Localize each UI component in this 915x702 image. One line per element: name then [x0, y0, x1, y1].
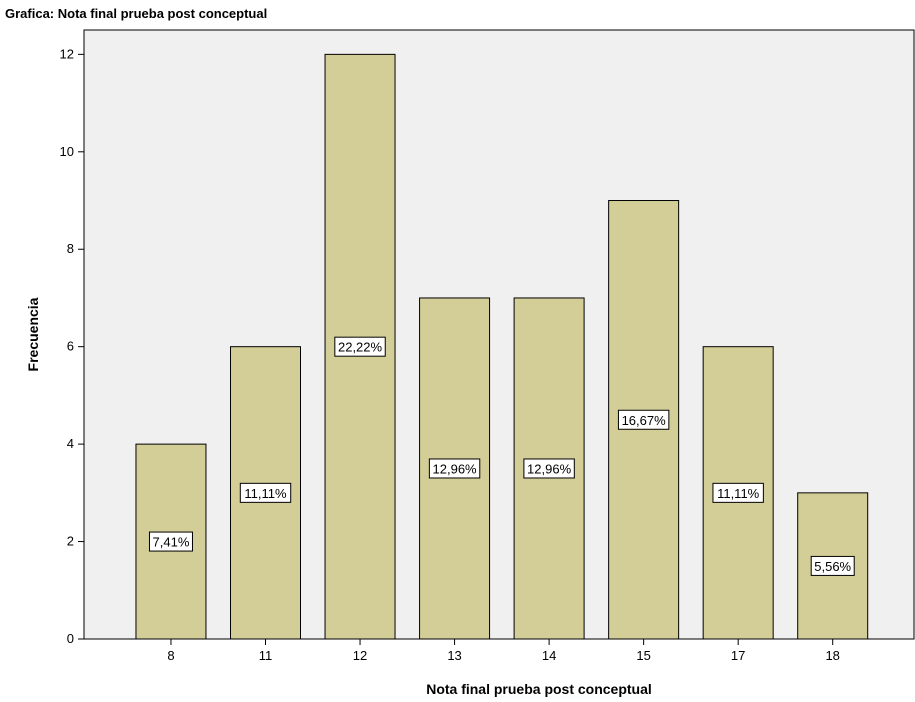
data-label: 5,56%	[814, 559, 851, 574]
x-tick-label: 13	[447, 648, 461, 663]
y-tick-label: 0	[67, 631, 74, 646]
data-label-box	[810, 555, 855, 576]
data-label-box	[148, 531, 193, 552]
data-label: 22,22%	[338, 340, 383, 355]
data-label: 12,96%	[433, 461, 478, 476]
x-axis-ticks: 8 11 12 13 14 15 17 18	[167, 639, 840, 663]
data-label: 12,96%	[527, 461, 572, 476]
y-axis-ticks: 0 2 4 6 8 10 12	[60, 46, 84, 646]
chart-title: Grafica: Nota final prueba post conceptu…	[5, 6, 268, 21]
x-tick-label: 11	[259, 648, 273, 663]
data-label-box	[712, 482, 764, 503]
data-label-box	[428, 458, 481, 479]
y-tick-label: 6	[67, 339, 74, 354]
y-tick-label: 2	[67, 534, 74, 549]
y-tick-label: 8	[67, 241, 74, 256]
data-labels: 7,41% 11,11% 22,22% 12,96% 12,96% 16,67% 11,11…	[148, 336, 855, 576]
data-label-box	[334, 336, 386, 357]
data-label: 11,11%	[244, 486, 287, 501]
data-label-box	[617, 409, 670, 430]
y-tick-label: 10	[60, 144, 74, 159]
data-label: 16,67%	[622, 413, 667, 428]
x-tick-label: 15	[636, 648, 650, 663]
data-label-box	[523, 458, 575, 479]
x-tick-label: 14	[542, 648, 556, 663]
y-tick-label: 12	[60, 46, 74, 61]
y-axis-title: Frecuencia	[25, 297, 41, 371]
x-axis-title: Nota final prueba post conceptual	[426, 681, 652, 697]
x-tick-label: 12	[353, 648, 367, 663]
x-tick-label: 18	[825, 648, 839, 663]
plot-area	[83, 29, 915, 640]
data-label: 7,41%	[153, 535, 190, 550]
y-tick-label: 4	[67, 436, 74, 451]
x-tick-label: 17	[731, 648, 745, 663]
data-label-box	[239, 482, 292, 503]
x-tick-label: 8	[167, 648, 174, 663]
data-label: 11,11%	[717, 486, 760, 501]
